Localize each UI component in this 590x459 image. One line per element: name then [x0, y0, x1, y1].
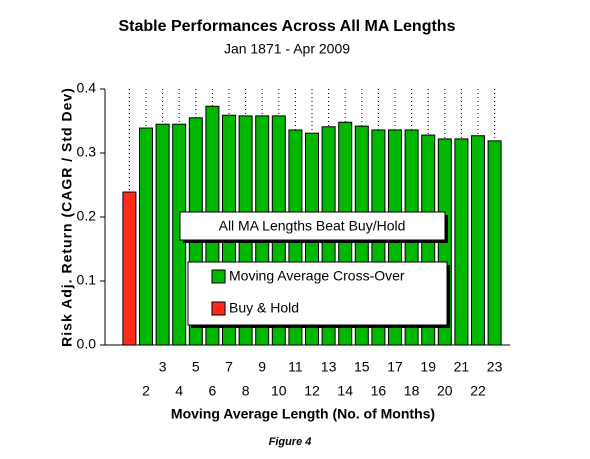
- y-tick-label: 0.1: [77, 272, 97, 288]
- x-tick-label: 17: [387, 359, 403, 375]
- x-tick-label: 12: [304, 383, 320, 399]
- y-axis-label: Risk Adj. Return (CAGR / Std Dev): [59, 87, 75, 347]
- x-tick-label: 5: [192, 359, 200, 375]
- caption: Figure 4: [269, 436, 312, 448]
- legend-swatch: [211, 301, 226, 316]
- bar: [471, 135, 485, 346]
- bar: [139, 127, 153, 346]
- x-tick-label: 3: [159, 359, 167, 375]
- x-tick-label: 16: [371, 383, 387, 399]
- annotation-box: [179, 211, 446, 241]
- x-tick-label: 2: [142, 383, 150, 399]
- y-tick-label: 0.2: [77, 208, 97, 224]
- x-tick-label: 13: [321, 359, 337, 375]
- chart-subtitle: Jan 1871 - Apr 2009: [224, 41, 350, 57]
- y-tick-label: 0.0: [77, 336, 97, 352]
- x-tick-label: 11: [288, 359, 303, 375]
- annotation: All MA Lengths Beat Buy/Hold: [219, 218, 406, 234]
- x-tick-label: 8: [242, 383, 250, 399]
- bar: [155, 123, 170, 346]
- y-tick-label: 0.3: [77, 144, 97, 160]
- bar: [454, 138, 469, 346]
- x-tick-label: 23: [487, 359, 503, 375]
- legend-label: Moving Average Cross-Over: [229, 268, 405, 284]
- x-tick-label: 6: [209, 383, 217, 399]
- legend-label: Buy & Hold: [229, 300, 299, 316]
- x-tick-label: 22: [470, 383, 486, 399]
- x-tick-label: 20: [437, 383, 453, 399]
- x-tick-label: 14: [337, 383, 353, 399]
- x-tick-label: 10: [271, 383, 287, 399]
- legend-box: [187, 261, 448, 326]
- x-tick-label: 21: [454, 359, 470, 375]
- x-tick-label: 7: [225, 359, 233, 375]
- x-tick-label: 15: [354, 359, 370, 375]
- y-tick-label: 0.4: [77, 80, 97, 96]
- x-axis-label: Moving Average Length (No. of Months): [171, 406, 435, 422]
- chart-title: Stable Performances Across All MA Length…: [119, 18, 456, 35]
- x-tick-label: 9: [258, 359, 266, 375]
- bar: [122, 191, 137, 346]
- x-tick-label: 4: [175, 383, 183, 399]
- x-tick-label: 19: [420, 359, 436, 375]
- x-tick-label: 18: [404, 383, 420, 399]
- legend-swatch: [211, 269, 226, 284]
- bar: [487, 140, 502, 346]
